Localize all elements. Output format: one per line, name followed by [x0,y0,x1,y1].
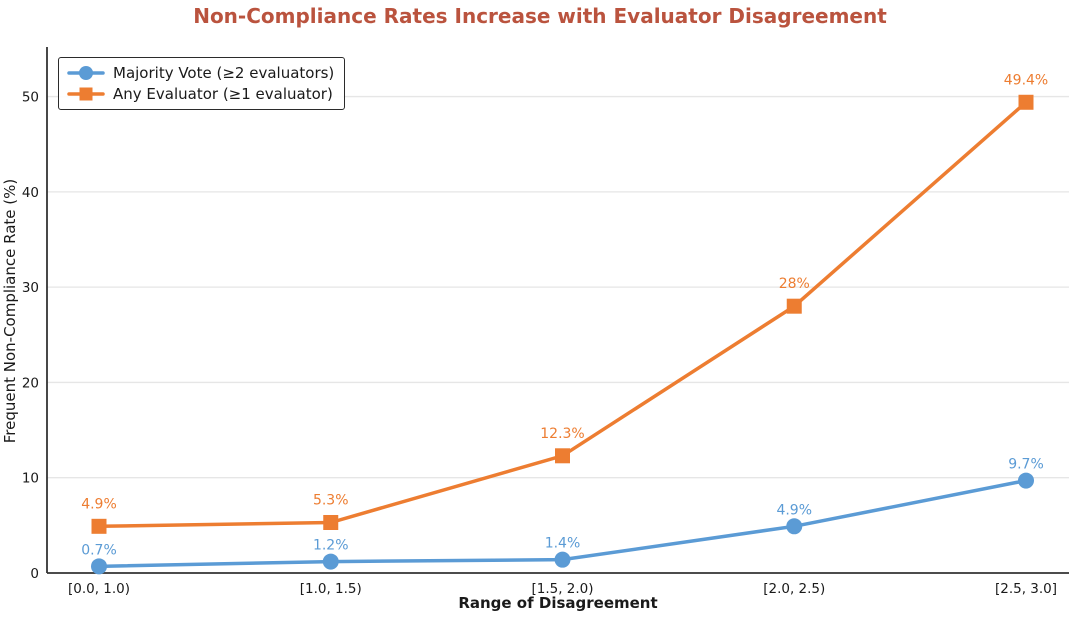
y-tick-label: 0 [30,566,39,582]
data-point [554,551,571,568]
x-tick-label: [2.0, 2.5) [763,581,825,597]
data-point-label: 49.4% [1004,72,1048,88]
data-point [1018,472,1034,489]
legend-entry-any-evaluator: Any Evaluator (≥1 evaluator) [67,85,334,103]
data-point-label: 5.3% [313,492,349,508]
x-axis-label: Range of Disagreement [458,594,658,612]
data-point-label: 1.2% [313,538,349,554]
x-tick-label: [2.5, 3.0] [995,581,1057,597]
y-tick-label: 10 [22,471,39,487]
x-tick-label: [1.0, 1.5) [300,581,362,597]
y-tick-label: 50 [22,90,39,106]
data-point-label: 1.4% [545,536,581,552]
data-point [323,514,339,530]
y-axis-label: Frequent Non-Compliance Rate (%) [1,178,19,444]
data-point [555,448,570,464]
chart-title: Non-Compliance Rates Increase with Evalu… [193,4,887,28]
data-point-label: 4.9% [776,502,812,518]
data-point [786,518,803,535]
data-point [91,558,107,575]
data-point-label: 9.7% [1008,457,1044,473]
x-tick-label: [0.0, 1.0) [68,581,130,597]
legend-swatch-square-icon [67,87,105,101]
legend-entry-majority-vote: Majority Vote (≥2 evaluators) [67,64,334,82]
y-tick-label: 40 [22,185,39,201]
data-point [91,518,107,534]
data-point [1018,94,1034,110]
x-tick-label: [1.5, 2.0) [531,581,593,597]
legend-swatch-circle-icon [67,66,105,80]
legend-marker-circle-icon [79,66,93,80]
legend: Majority Vote (≥2 evaluators) Any Evalua… [58,57,346,110]
y-tick-label: 20 [22,375,39,391]
legend-label: Majority Vote (≥2 evaluators) [113,64,335,82]
y-tick-label: 30 [22,280,39,296]
data-point-label: 4.9% [81,496,117,512]
data-point-label: 28% [779,276,810,292]
data-point-label: 0.7% [81,542,117,558]
data-point [786,298,802,314]
legend-label: Any Evaluator (≥1 evaluator) [113,85,333,103]
legend-marker-square-icon [79,87,93,101]
data-point [322,553,339,570]
data-point-label: 12.3% [540,426,584,442]
